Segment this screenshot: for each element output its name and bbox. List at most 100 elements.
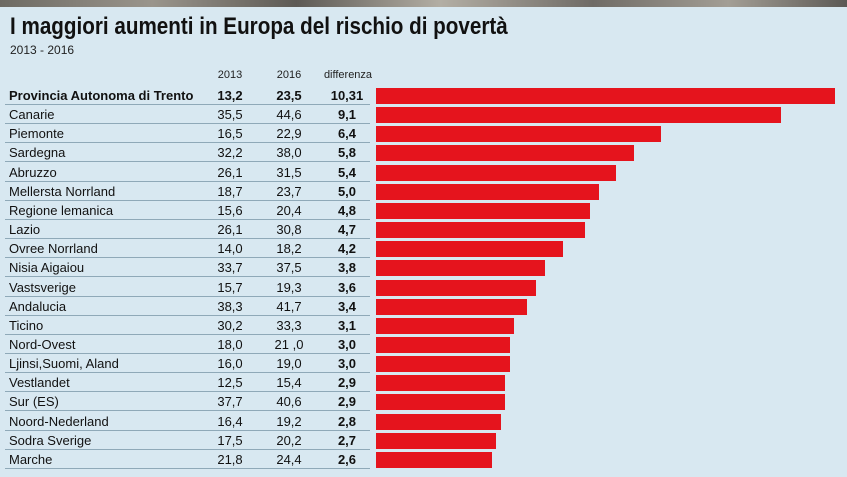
value-2016: 31,5 xyxy=(276,164,302,180)
value-difference: 6,4 xyxy=(337,126,357,142)
region-label: Nisia Aigaiou xyxy=(9,260,85,276)
value-difference: 3,0 xyxy=(337,336,357,352)
value-2013: 32,2 xyxy=(217,145,243,161)
table-row: Ticino 30,2 33,3 3,1 xyxy=(0,316,847,335)
value-difference: 2,9 xyxy=(337,375,357,391)
value-2013: 21,8 xyxy=(217,451,243,467)
region-label: Lazio xyxy=(9,222,41,238)
value-difference: 10,31 xyxy=(330,88,364,103)
bar xyxy=(376,183,599,200)
value-2013: 33,7 xyxy=(217,260,243,276)
value-2013: 26,1 xyxy=(217,222,243,238)
value-2016: 24,4 xyxy=(276,451,302,467)
bar xyxy=(376,260,546,277)
value-difference: 2,7 xyxy=(337,432,357,448)
value-2013: 16,0 xyxy=(217,356,243,372)
bar xyxy=(376,279,537,296)
value-difference: 3,8 xyxy=(337,260,357,276)
table-row: Nisia Aigaiou 33,7 37,5 3,8 xyxy=(0,258,847,278)
table-row: Regione lemanica 15,6 20,4 4,8 xyxy=(0,201,847,220)
region-label: Marche xyxy=(9,451,53,467)
bar xyxy=(376,145,635,162)
value-2013: 16,5 xyxy=(217,126,243,142)
value-2016: 21 ,0 xyxy=(274,336,304,352)
value-difference: 4,7 xyxy=(337,222,357,238)
bar xyxy=(376,241,563,258)
value-2016: 19,2 xyxy=(276,413,302,429)
value-2013: 12,5 xyxy=(217,375,243,391)
region-label: Noord-Nederland xyxy=(9,413,109,429)
region-label: Nord-Ovest xyxy=(9,336,76,352)
value-difference: 2,9 xyxy=(337,394,357,410)
value-difference: 5,0 xyxy=(337,183,357,199)
chart-panel: I maggiori aumenti in Europa del rischio… xyxy=(0,7,847,477)
value-2013: 14,0 xyxy=(217,241,243,257)
value-difference: 3,4 xyxy=(337,298,357,314)
value-2013: 17,5 xyxy=(217,432,243,448)
bar xyxy=(376,336,510,353)
region-label: Vastsverige xyxy=(9,279,76,295)
region-label: Mellersta Norrland xyxy=(9,183,116,199)
table-row: Noord-Nederland 16,4 19,2 2,8 xyxy=(0,412,847,431)
value-2016: 20,2 xyxy=(276,432,302,448)
value-difference: 3,1 xyxy=(337,317,357,333)
value-2013: 13,2 xyxy=(217,88,243,103)
region-label: Sur (ES) xyxy=(9,394,59,410)
table-row: Abruzzo 26,1 31,5 5,4 xyxy=(0,163,847,182)
bar xyxy=(376,432,497,449)
value-2013: 16,4 xyxy=(217,413,243,429)
table-row: Lazio 26,1 30,8 4,7 xyxy=(0,220,847,240)
value-2016: 38,0 xyxy=(276,145,302,161)
region-label: Sodra Sverige xyxy=(9,432,92,448)
value-2016: 41,7 xyxy=(276,298,302,314)
region-label: Regione lemanica xyxy=(9,202,114,218)
chart-rows: Provincia Autonoma di Trento 13,2 23,5 10,3… xyxy=(0,7,847,477)
value-2013: 38,3 xyxy=(217,298,243,314)
value-difference: 3,6 xyxy=(337,279,357,295)
region-label: Vestlandet xyxy=(9,375,70,391)
value-2016: 15,4 xyxy=(276,375,302,391)
value-difference: 3,0 xyxy=(337,356,357,372)
value-2016: 19,3 xyxy=(276,279,302,295)
table-row: Ovree Norrland 14,0 18,2 4,2 xyxy=(0,239,847,259)
value-2013: 18,7 xyxy=(217,183,243,199)
value-2016: 44,6 xyxy=(276,107,302,123)
value-2013: 15,7 xyxy=(217,279,243,295)
region-label: Andalucia xyxy=(9,298,67,314)
value-2013: 15,6 xyxy=(217,202,243,218)
bar xyxy=(376,356,510,373)
value-2016: 30,8 xyxy=(276,222,302,238)
value-2016: 23,7 xyxy=(276,183,302,199)
value-2013: 37,7 xyxy=(217,394,243,410)
value-2013: 30,2 xyxy=(217,317,243,333)
value-difference: 5,4 xyxy=(337,164,357,180)
value-2016: 20,4 xyxy=(276,202,302,218)
bar xyxy=(376,413,501,430)
table-row: Mellersta Norrland 18,7 23,7 5,0 xyxy=(0,182,847,201)
bar xyxy=(376,88,835,104)
value-2013: 35,5 xyxy=(217,107,243,123)
value-2016: 37,5 xyxy=(276,260,302,276)
chart-title: I maggiori aumenti in Europa del rischio… xyxy=(10,13,508,40)
bar xyxy=(376,394,506,411)
table-row: Andalucia 38,3 41,7 3,4 xyxy=(0,297,847,316)
value-difference: 5,8 xyxy=(337,145,357,161)
value-2016: 18,2 xyxy=(276,241,302,257)
region-label: Ljinsi,Suomi, Aland xyxy=(9,356,119,372)
bar xyxy=(376,298,528,315)
region-label: Piemonte xyxy=(9,126,64,142)
value-2016: 23,5 xyxy=(276,88,302,103)
table-row: Sodra Sverige 17,5 20,2 2,7 xyxy=(0,431,847,450)
table-row: Sardegna 32,2 38,0 5,8 xyxy=(0,143,847,163)
region-label: Ticino xyxy=(9,317,44,333)
table-row: Vestlandet 12,5 15,4 2,9 xyxy=(0,373,847,393)
region-label: Provincia Autonoma di Trento xyxy=(9,88,194,103)
bar xyxy=(376,317,514,334)
bar xyxy=(376,164,617,181)
table-row: Vastsverige 15,7 19,3 3,6 xyxy=(0,278,847,297)
value-2016: 40,6 xyxy=(276,394,302,410)
value-2016: 22,9 xyxy=(276,126,302,142)
bar xyxy=(376,202,590,219)
table-row: Marche 21,8 24,4 2,6 xyxy=(0,450,847,469)
region-label: Ovree Norrland xyxy=(9,241,98,257)
